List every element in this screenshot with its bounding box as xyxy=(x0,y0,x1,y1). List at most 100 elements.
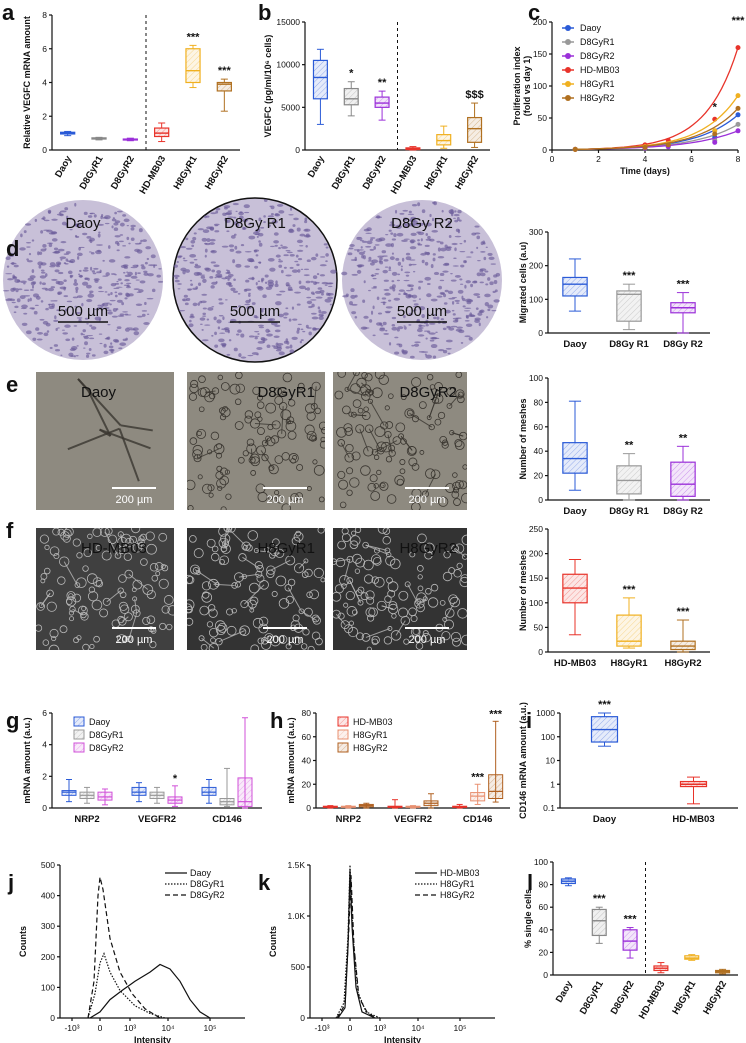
cell-dot xyxy=(211,306,215,308)
cell-dot xyxy=(267,279,274,284)
cell-dot xyxy=(460,264,465,268)
mesh-ring xyxy=(151,575,159,582)
cell-dot xyxy=(368,256,372,261)
cell-dot xyxy=(383,288,390,291)
mesh-ring xyxy=(93,635,100,643)
cell-dot xyxy=(206,238,211,243)
cell-dot xyxy=(125,292,130,297)
cell-dot xyxy=(404,271,411,274)
mesh-ring xyxy=(270,435,280,444)
mesh-ring xyxy=(87,533,93,540)
cell-dot xyxy=(303,228,311,232)
y-axis-label: Proliferation index xyxy=(512,46,522,125)
y-tick-label: 20 xyxy=(302,779,312,789)
mesh-ring xyxy=(122,636,129,643)
cell-dot xyxy=(452,313,456,316)
cell-dot xyxy=(213,264,220,268)
cell-dot xyxy=(490,263,496,265)
cell-dot xyxy=(489,281,494,286)
cell-dot xyxy=(391,280,395,283)
cell-dot xyxy=(34,304,39,307)
cell-dot xyxy=(78,273,81,276)
cell-dot xyxy=(402,209,408,212)
mesh-ring xyxy=(101,550,112,561)
cell-dot xyxy=(11,301,16,304)
mesh-ring xyxy=(455,372,463,378)
cell-dot xyxy=(280,244,283,247)
cell-dot xyxy=(392,287,396,292)
cell-dot xyxy=(459,243,463,245)
cell-dot xyxy=(464,335,471,338)
mesh-ring xyxy=(204,391,215,403)
cell-dot xyxy=(279,290,286,293)
tube-segment xyxy=(346,388,366,397)
tube-segment xyxy=(287,587,302,612)
tube-segment xyxy=(120,424,153,432)
cell-dot xyxy=(396,279,400,282)
cell-dot xyxy=(35,327,40,331)
cell-dot xyxy=(405,274,410,277)
mesh-ring xyxy=(356,377,367,389)
cell-dot xyxy=(430,344,438,349)
cell-dot xyxy=(318,316,324,321)
cell-dot xyxy=(420,252,427,256)
cell-dot xyxy=(136,291,142,293)
cell-dot xyxy=(401,239,408,243)
y-axis-label: Number of meshes xyxy=(518,550,528,631)
mesh-ring xyxy=(224,469,231,475)
cell-dot xyxy=(248,298,251,302)
mesh-ring xyxy=(456,562,463,569)
tube-segment xyxy=(120,534,123,543)
cell-dot xyxy=(431,217,435,222)
cell-dot xyxy=(86,236,92,239)
mesh-ring xyxy=(231,582,238,589)
tube-segment xyxy=(425,474,436,495)
mesh-ring xyxy=(140,558,148,566)
mesh-ring xyxy=(285,420,297,432)
cell-dot xyxy=(270,245,275,248)
cell-dot xyxy=(442,349,448,354)
mesh-ring xyxy=(346,467,354,475)
mesh-ring xyxy=(76,552,83,559)
cell-dot xyxy=(312,327,317,331)
x-tick-label: 10⁵ xyxy=(454,1023,467,1033)
cell-dot xyxy=(379,322,383,326)
cell-dot xyxy=(456,302,460,304)
cell-dot xyxy=(253,249,260,252)
cell-dot xyxy=(201,237,208,242)
cell-dot xyxy=(218,302,224,305)
cell-dot xyxy=(232,290,238,293)
mesh-ring xyxy=(357,407,364,414)
cell-dot xyxy=(108,345,114,349)
mesh-ring xyxy=(292,455,298,461)
cell-dot xyxy=(39,275,47,279)
cell-dot xyxy=(409,259,416,261)
scale-bar-label: 200 µm xyxy=(267,634,304,646)
cell-dot xyxy=(405,289,412,292)
mesh-ring xyxy=(271,590,278,597)
mesh-ring xyxy=(333,609,341,619)
cell-dot xyxy=(391,271,398,276)
tube-segment xyxy=(353,414,367,417)
cell-dot xyxy=(216,270,222,274)
cell-dot xyxy=(407,213,415,216)
mesh-ring xyxy=(89,643,95,650)
mesh-ring xyxy=(49,546,60,556)
mesh-ring xyxy=(66,591,76,601)
mesh-ring xyxy=(284,584,292,592)
cell-dot xyxy=(437,349,445,352)
cell-dot xyxy=(41,271,46,274)
mesh-ring xyxy=(82,565,89,572)
y-tick-label: 200 xyxy=(41,952,55,962)
mesh-ring xyxy=(285,555,296,566)
x-tick-label: 6 xyxy=(689,154,694,164)
mesh-ring xyxy=(398,433,405,440)
significance-mark: * xyxy=(713,101,718,113)
cell-dot xyxy=(413,303,419,306)
legend-label: D8GyR2 xyxy=(89,743,124,753)
cell-dot xyxy=(102,216,108,219)
cell-dot xyxy=(230,235,236,239)
cell-dot xyxy=(230,287,236,292)
cell-dot xyxy=(75,289,78,294)
cell-dot xyxy=(98,231,101,234)
